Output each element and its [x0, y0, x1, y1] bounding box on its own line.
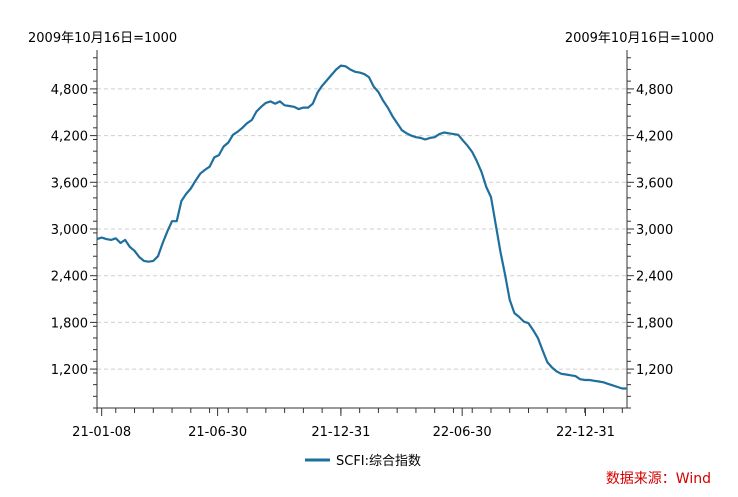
y-tick-label-right: 4,200: [636, 130, 673, 145]
data-source-label: 数据来源：Wind: [606, 471, 711, 487]
y-tick-label-left: 1,200: [51, 363, 88, 378]
y-tick-label-left: 3,000: [51, 223, 88, 238]
y-axis-ticks: 1,200 1,200 1,800 1,800 2,400 2,400 3,000 3,000…: [51, 57, 673, 409]
x-tick-label: 22-12-31: [556, 425, 615, 440]
legend[interactable]: SCFI:综合指数: [305, 454, 421, 469]
y-tick-label-right: 1,800: [636, 316, 673, 331]
y-tick-label-right: 3,000: [636, 223, 673, 238]
y-tick-label-right: 1,200: [636, 363, 673, 378]
series-line-scfi: [96, 64, 627, 390]
x-axis-ticks: 21-01-08 21-06-30 21-12-31 22-06-30 22-12-31: [72, 408, 623, 440]
y-tick-label-right: 3,600: [636, 176, 673, 191]
legend-label-scfi: SCFI:综合指数: [336, 454, 421, 469]
left-axis-unit-label: 2009年10月16日=1000: [28, 31, 177, 46]
x-tick-label: 21-06-30: [188, 425, 247, 440]
y-tick-label-left: 3,600: [51, 176, 88, 191]
y-tick-label-left: 2,400: [51, 270, 88, 285]
x-tick-label: 22-06-30: [433, 425, 492, 440]
y-tick-label-left: 4,200: [51, 130, 88, 145]
horizontal-gridlines: [97, 88, 627, 370]
x-tick-label: 21-01-08: [72, 425, 131, 440]
x-tick-label: 21-12-31: [311, 425, 370, 440]
y-tick-label-right: 4,800: [636, 83, 673, 98]
y-tick-label-left: 1,800: [51, 316, 88, 331]
right-axis-unit-label: 2009年10月16日=1000: [565, 31, 714, 46]
series-layer: [96, 64, 627, 390]
y-tick-label-left: 4,800: [51, 83, 88, 98]
y-tick-label-right: 2,400: [636, 270, 673, 285]
